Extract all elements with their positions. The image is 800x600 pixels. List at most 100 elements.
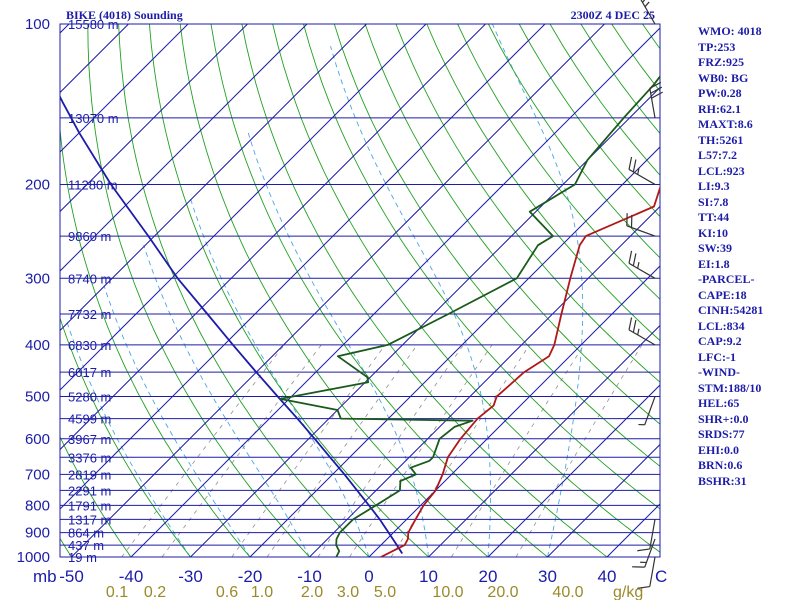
dry-adiabat [87,24,311,557]
isotherm [60,24,546,510]
isotherm [71,24,605,557]
index-item: CAPE:18 [698,287,747,302]
mixing-ratio-tick-label: 40.0 [552,584,583,600]
index-item: L57:7.2 [698,148,737,162]
index-item: RH:62.1 [698,101,741,116]
height-label: 7732 m [68,307,111,322]
height-label: 2291 m [68,483,111,498]
dry-adiabat [395,24,660,383]
mixing-ratio-tick-label: 20.0 [487,584,518,600]
station-title: BIKE (4018) Sounding [66,8,183,22]
height-label: 4599 m [68,412,111,427]
dry-adiabat [272,24,660,553]
dry-adiabat [60,435,132,557]
dry-adiabat [457,24,660,300]
height-label: 11280 m [68,177,118,192]
temp-tick-label: 40 [598,567,617,586]
height-label: 13070 m [68,111,119,126]
mixing-ratio-tick-label: 1.0 [251,584,273,600]
pressure-tick-label: 900 [25,525,50,542]
parcel-trace [60,94,403,554]
mixing-ratio-axis-label: g/kg [613,584,643,600]
index-item: SI:7.8 [698,194,729,209]
wind-barb [640,0,656,25]
pressure-tick-label: 1000 [17,549,50,566]
height-label: 19 m [68,550,97,565]
isotherm [60,24,486,451]
height-label: 9860 m [68,229,111,244]
isotherm [309,205,660,557]
height-labels: 15580 m 13070 m 11280 m 9860 m 8740 m 7732 m 6… [68,17,119,565]
index-item: EHI:0.0 [698,442,740,457]
valid-time: 2300Z 4 DEC 25 [571,8,655,22]
index-item: LCL:834 [698,318,745,333]
height-label: 6830 m [68,338,111,353]
wind-barb [649,81,663,118]
isotherm [60,24,308,272]
isotherm [130,27,660,557]
index-item: FRZ:925 [698,55,744,69]
dry-adiabat [148,24,430,557]
mixing-ratio-tick-label: 2.0 [301,584,323,600]
index-item: CAP:9.2 [698,334,742,348]
pressure-tick-label: 500 [25,389,50,406]
temp-tick-label: -10 [297,567,322,586]
isotherm [0,24,10,557]
moist-adiabat [330,45,492,557]
index-item: STM:188/10 [698,380,762,395]
temp-tick-label: 0 [364,567,373,586]
index-item: TT:44 [698,210,730,224]
temp-tick-label: -50 [59,567,84,586]
height-label: 8740 m [68,271,111,286]
dry-adiabat [241,24,608,557]
dewpoint-trace-line [279,75,660,557]
dry-adiabat [488,24,660,259]
height-label: 1791 m [68,498,111,513]
pressure-tick-label: 400 [25,337,50,354]
height-label: 5280 m [68,390,111,405]
pressure-tick-label: 200 [25,176,50,193]
temp-tick-label: -30 [178,567,203,586]
pressure-axis-label: mb [33,567,57,586]
mixing-ratio-line [317,344,464,557]
temperature-trace [380,185,660,557]
temp-tick-label: 10 [419,567,438,586]
mixing-ratio-tick-label: 5.0 [374,584,396,600]
parcel-trace-line [60,94,403,554]
temp-tick-label: -20 [238,567,263,586]
wind-barb [638,396,656,426]
index-item: SW:39 [698,241,733,255]
index-item: TP:253 [698,39,736,54]
wind-barb [628,156,656,185]
isotherm [60,24,427,391]
index-item: HEL:65 [698,396,740,410]
moist-adiabat [66,320,191,557]
index-item: -WIND- [698,365,740,379]
isotherm [60,24,248,213]
height-label: 1317 m [68,512,111,527]
dry-adiabat [797,24,800,568]
index-item: WB0: BG [698,70,749,85]
wind-barb [628,317,656,346]
mixing-ratio-line [266,344,418,557]
index-item: BRN:0.6 [698,458,743,472]
index-item: KI:10 [698,225,728,240]
moist-adiabat [189,195,370,557]
dry-adiabat [60,316,192,557]
index-item: MAXT:8.6 [698,117,753,131]
temp-tick-label: 30 [538,567,557,586]
plot-frame [59,23,661,558]
pressure-ticks: 100 200 300 400 500 600 700 800 900 1000 [17,16,50,566]
pressure-tick-label: 600 [25,431,50,448]
temp-tick-label: -40 [119,567,144,586]
index-item: LCL:923 [698,163,745,178]
wind-barbs [626,0,663,589]
pressure-tick-label: 100 [25,16,50,33]
height-label: 6017 m [68,365,111,380]
wind-barb [626,213,656,237]
temperature-ticks: -50 -40 -30 -20 -10 0 10 20 30 40 [59,567,616,586]
index-item: CINH:54281 [698,303,764,317]
dry-adiabat [210,24,549,557]
wind-barb [637,519,656,552]
